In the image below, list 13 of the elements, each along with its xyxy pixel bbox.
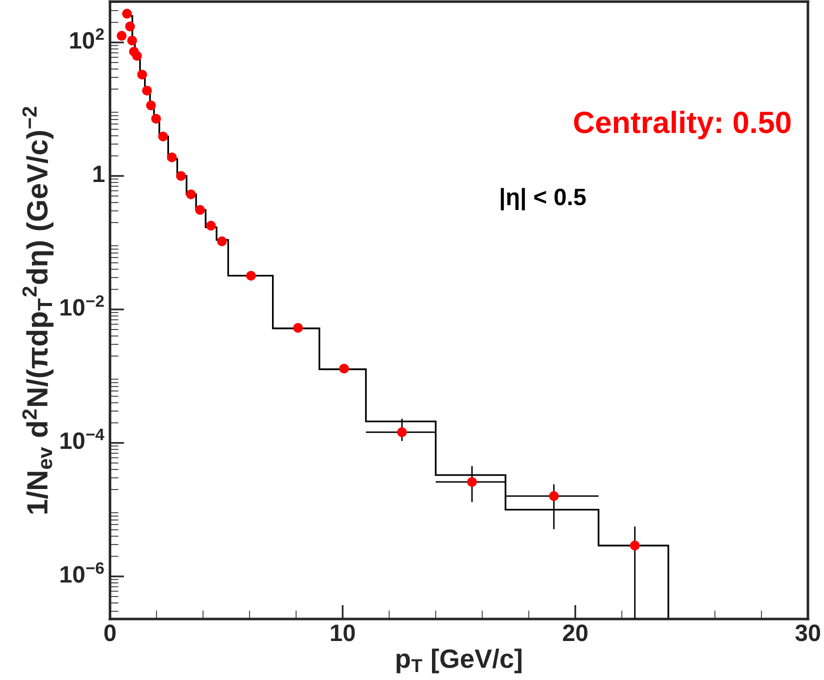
y-tick-label: 10$^{2}$ (70, 28, 104, 49)
y-tick-label: 10$^{−6}$ (60, 562, 104, 583)
y-tick-label: 10$^{−2}$ (60, 295, 104, 316)
text: 1/N$_{ev}$ d$^{2}$N/(πdp$_{T}$$^{2}$dη) (GeV/c)$^{−2}$ (22, 106, 54, 514)
x-axis-title: p$_{T}$ [GeV/c] (396, 648, 522, 674)
annotation: |η| < 0.5 (500, 188, 586, 210)
x-tick-label: 0 (104, 624, 116, 642)
annotation: Centrality: 0.50 (574, 110, 791, 140)
y-tick-label: 10$^{−4}$ (60, 428, 104, 450)
x-tick-label: 30 (795, 624, 820, 642)
y-tick-label: 1 (94, 166, 104, 182)
x-tick-label: 10 (331, 624, 355, 642)
x-tick-label: 20 (562, 624, 588, 642)
